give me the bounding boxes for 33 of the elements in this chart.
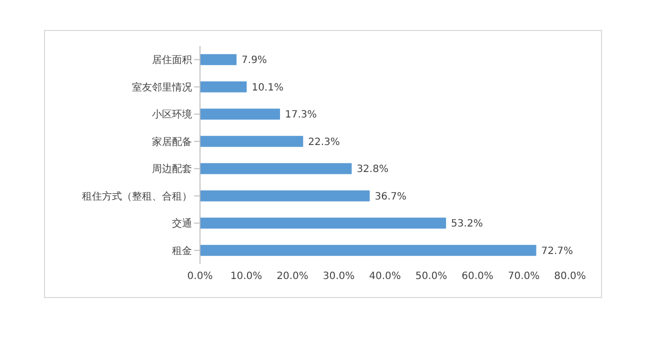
x-tick-label: 10.0% [230,271,262,282]
data-label: 10.1% [252,82,284,94]
data-label: 36.7% [374,191,407,202]
x-tick-label: 60.0% [462,271,494,282]
bar [200,244,536,256]
y-tick-label: 租金 [172,244,192,257]
data-label: 7.9% [242,55,267,66]
bar [200,81,247,92]
x-tick-label: 70.0% [508,271,540,282]
data-label: 72.7% [541,246,574,257]
bar [200,163,352,174]
data-label: 32.8% [356,164,388,176]
x-tick-label: 50.0% [415,271,448,282]
y-tick-label: 家居配备 [152,136,192,148]
y-tick-label: 居住面积 [152,55,192,66]
y-tick-label: 交通 [172,218,192,230]
y-tick-label: 室友邻里情况 [132,81,192,94]
bar [200,136,304,147]
x-tick-label: 30.0% [322,271,355,282]
x-tick-label: 80.0% [554,271,586,282]
y-tick-label: 周边配套 [152,163,192,176]
bar [200,108,280,120]
x-tick-label: 40.0% [369,271,401,282]
y-tick-label: 租住方式（整租、合租） [82,190,192,202]
data-label: 22.3% [308,136,340,148]
bar [200,54,237,66]
data-label: 17.3% [285,110,317,121]
x-tick-label: 0.0% [187,271,213,282]
bar [200,218,446,229]
bar [200,190,370,202]
x-tick-label: 20.0% [276,271,308,282]
y-tick-label: 小区环境 [152,108,192,121]
data-label: 53.2% [451,218,483,230]
